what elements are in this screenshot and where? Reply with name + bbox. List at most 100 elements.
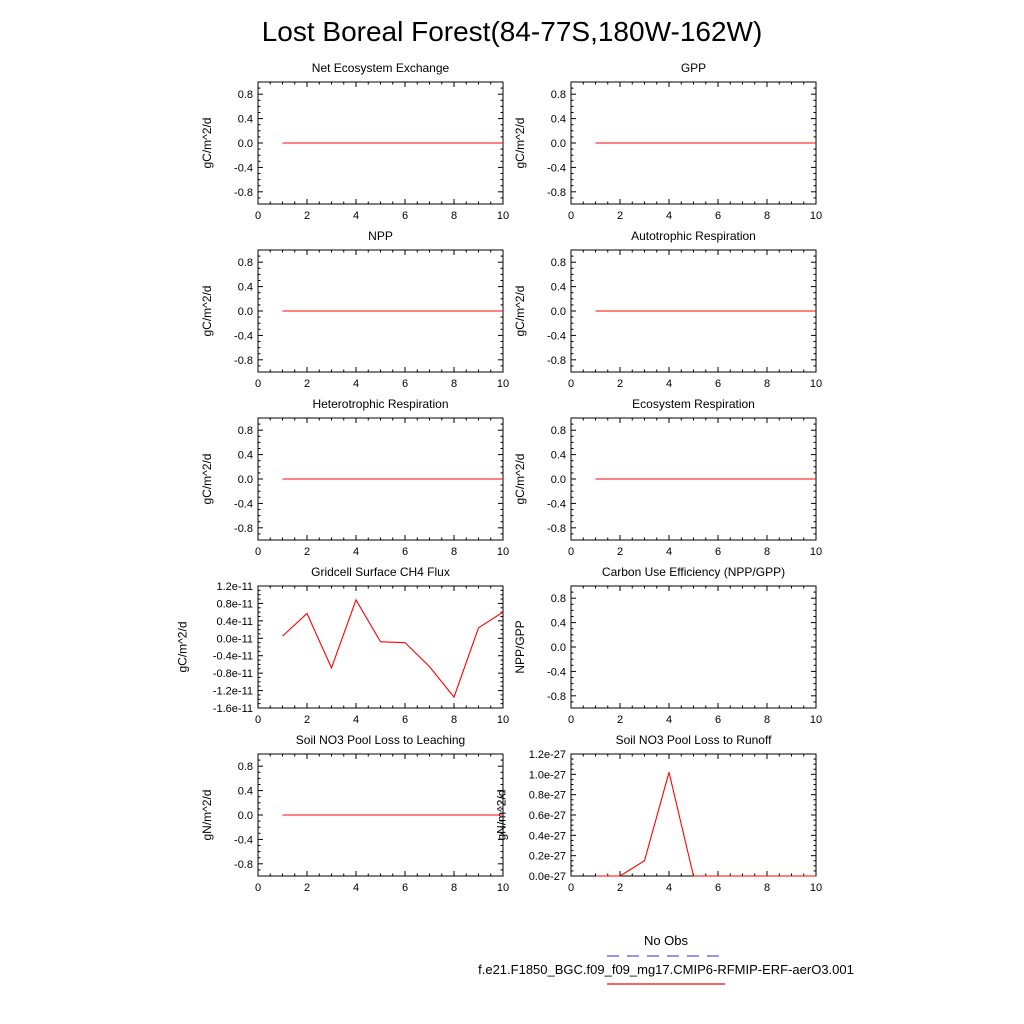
x-tick-label: 6 [402, 378, 408, 390]
y-tick-label: -0.4 [547, 330, 566, 342]
x-tick-label: 6 [715, 714, 721, 726]
y-axis-label: gN/m^2/d [200, 790, 214, 841]
x-tick-label: 10 [810, 378, 822, 390]
x-tick-label: 8 [764, 546, 770, 558]
y-tick-label: -0.8 [234, 859, 253, 871]
x-tick-label: 6 [402, 882, 408, 894]
y-tick-label: 0.0 [551, 642, 566, 654]
y-tick-label: 1.2e-27 [529, 749, 566, 761]
series-line-model [282, 598, 504, 699]
y-tick-label: 0.8 [551, 257, 566, 269]
y-tick-label: 0.0 [551, 138, 566, 150]
y-axis-label: gC/m^2/d [175, 622, 189, 673]
panel-ecosystem-respiration: Ecosystem Respiration 0 2 4 6 8 10 -0.8 -0.4 0.0 0… [513, 397, 822, 558]
x-tick-label: 0 [568, 210, 574, 222]
y-tick-label: -0.8 [547, 691, 566, 703]
y-tick-label: 0.6e-27 [529, 810, 566, 822]
y-tick-label: -0.8 [547, 523, 566, 535]
panel-title: Autotrophic Respiration [631, 229, 756, 243]
x-tick-label: 4 [353, 882, 359, 894]
x-tick-label: 4 [666, 378, 672, 390]
x-tick-label: 2 [617, 210, 623, 222]
y-tick-label: 0.4 [551, 282, 566, 294]
y-tick-label: 0.4 [238, 114, 253, 126]
figure-title: Lost Boreal Forest(84-77S,180W-162W) [262, 16, 763, 47]
panel-title: GPP [681, 61, 706, 75]
x-tick-label: 0 [255, 714, 261, 726]
x-tick-label: 6 [402, 210, 408, 222]
x-tick-label: 6 [715, 882, 721, 894]
x-tick-label: 8 [764, 378, 770, 390]
panel-heterotrophic-respiration: Heterotrophic Respiration 0 2 4 6 8 10 -0.8 -0.4… [200, 397, 509, 558]
y-tick-label: 0.0 [238, 138, 253, 150]
y-tick-label: -0.8e-11 [213, 668, 253, 680]
x-tick-label: 4 [666, 882, 672, 894]
x-tick-label: 2 [617, 546, 623, 558]
plot-frame [570, 753, 817, 877]
x-tick-label: 6 [715, 378, 721, 390]
y-tick-label: -0.4 [234, 498, 253, 510]
panel-soil-no3-pool-loss-to-runoff: Soil NO3 Pool Loss to Runoff 0 2 4 6 8 10 0.0e-… [495, 733, 823, 894]
y-axis-label: gC/m^2/d [513, 454, 527, 505]
x-tick-label: 8 [451, 546, 457, 558]
y-tick-label: 0.0e-27 [529, 871, 566, 883]
x-tick-label: 10 [497, 546, 509, 558]
x-tick-label: 2 [617, 714, 623, 726]
x-tick-label: 4 [666, 210, 672, 222]
y-tick-label: 0.8 [551, 593, 566, 605]
x-tick-label: 10 [810, 546, 822, 558]
panel-npp: NPP 0 2 4 6 8 10 -0.8 -0.4 0.0 0.4 0.8 gC/m^2/d [200, 229, 509, 390]
x-tick-label: 4 [353, 210, 359, 222]
panel-carbon-use-efficiency-npp-gpp: Carbon Use Efficiency (NPP/GPP) 0 2 4 6 8 10 -0… [513, 565, 822, 726]
x-tick-label: 10 [810, 882, 822, 894]
x-tick-label: 2 [304, 546, 310, 558]
x-tick-label: 10 [497, 882, 509, 894]
x-tick-label: 6 [402, 546, 408, 558]
y-tick-label: 0.8e-11 [217, 598, 254, 610]
x-tick-label: 4 [666, 714, 672, 726]
legend-obs-label: No Obs [644, 933, 689, 948]
x-tick-label: 0 [255, 210, 261, 222]
x-tick-label: 0 [255, 882, 261, 894]
x-tick-label: 0 [568, 714, 574, 726]
panels: Net Ecosystem Exchange 0 2 4 6 8 10 -0.8 -0.4 0.0… [175, 61, 822, 894]
x-tick-label: 10 [497, 210, 509, 222]
plot-frame [570, 585, 817, 709]
x-tick-label: 4 [353, 378, 359, 390]
y-tick-label: 0.4 [238, 450, 253, 462]
legend-model-label: f.e21.F1850_BGC.f09_f09_mg17.CMIP6-RFMIP… [478, 962, 854, 977]
y-tick-label: 0.8 [238, 761, 253, 773]
panel-title: Ecosystem Respiration [632, 397, 755, 411]
y-tick-label: -0.8 [547, 355, 566, 367]
x-tick-label: 2 [304, 378, 310, 390]
x-tick-label: 0 [255, 546, 261, 558]
x-tick-label: 4 [353, 714, 359, 726]
y-tick-label: -0.4 [234, 162, 253, 174]
y-axis-label: gC/m^2/d [200, 286, 214, 337]
x-tick-label: 2 [304, 210, 310, 222]
x-tick-label: 2 [617, 378, 623, 390]
y-tick-label: 0.4 [551, 114, 566, 126]
x-tick-label: 0 [568, 546, 574, 558]
y-axis-label: gN/m^2/d [495, 790, 509, 841]
y-tick-label: -0.4e-11 [213, 651, 253, 663]
y-tick-label: -0.8 [234, 355, 253, 367]
y-tick-label: 0.4 [238, 282, 253, 294]
y-tick-label: -1.2e-11 [213, 686, 253, 698]
x-tick-label: 8 [764, 714, 770, 726]
y-tick-label: -0.4 [547, 162, 566, 174]
y-tick-label: 0.8 [238, 89, 253, 101]
y-tick-label: -0.4 [234, 834, 253, 846]
x-tick-label: 8 [451, 882, 457, 894]
y-tick-label: 0.0e-11 [217, 633, 254, 645]
x-tick-label: 6 [715, 210, 721, 222]
panel-title: NPP [368, 229, 393, 243]
x-tick-label: 0 [568, 882, 574, 894]
y-tick-label: 0.0 [551, 306, 566, 318]
y-tick-label: 0.0 [238, 810, 253, 822]
y-tick-label: 1.2e-11 [217, 581, 254, 593]
panel-title: Gridcell Surface CH4 Flux [311, 565, 450, 579]
y-tick-label: 0.4e-11 [217, 616, 254, 628]
x-tick-label: 6 [402, 714, 408, 726]
